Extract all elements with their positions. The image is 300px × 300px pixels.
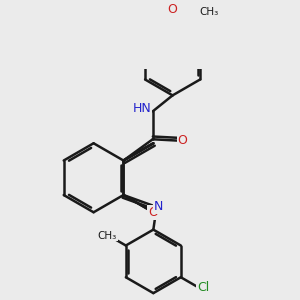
- Text: O: O: [168, 4, 178, 16]
- Text: HN: HN: [133, 102, 152, 115]
- Text: O: O: [148, 206, 158, 219]
- Text: O: O: [178, 134, 188, 147]
- Text: CH₃: CH₃: [98, 231, 117, 241]
- Text: CH₃: CH₃: [199, 7, 218, 17]
- Text: Cl: Cl: [197, 281, 209, 294]
- Text: N: N: [154, 200, 163, 214]
